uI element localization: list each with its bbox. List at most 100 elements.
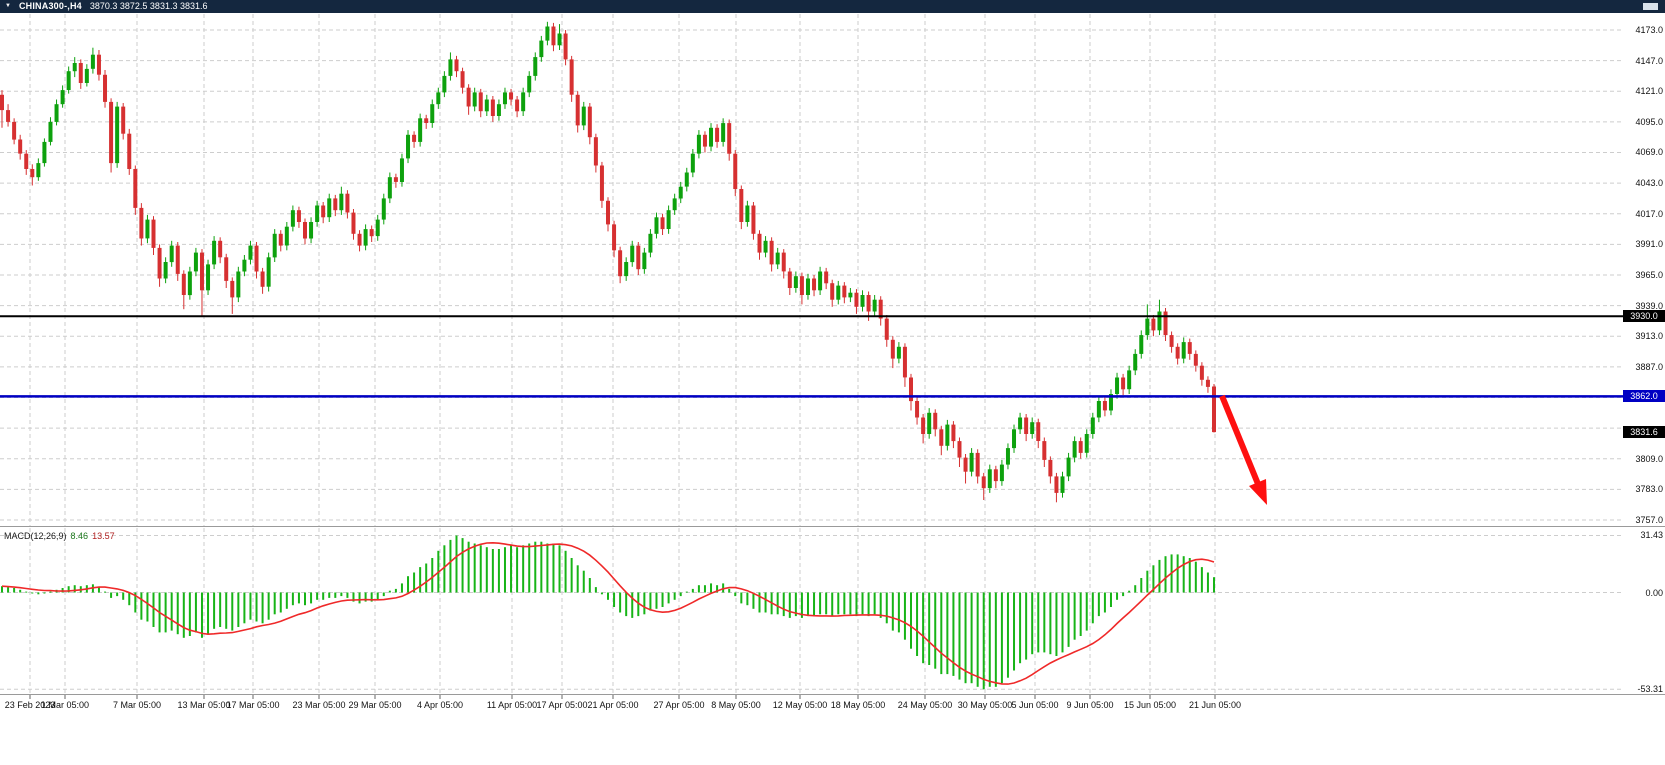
candle-body (909, 377, 913, 402)
price-tick-label: 3887.0 (1635, 361, 1663, 372)
candle-body (666, 210, 671, 229)
macd-bar (110, 592, 113, 598)
macd-bar (219, 592, 222, 627)
macd-bar (279, 592, 282, 613)
candle-body (333, 198, 338, 211)
candle-body (709, 127, 714, 147)
candle-body (254, 245, 259, 272)
candle-body (533, 57, 538, 76)
time-tick-label: 8 May 05:00 (711, 700, 761, 710)
candle-body (90, 54, 95, 69)
candle-body (539, 40, 544, 58)
down-arrow-annotation[interactable] (1219, 394, 1267, 505)
time-tick-label: 23 Mar 05:00 (292, 700, 346, 710)
candle-body (696, 134, 701, 154)
macd-label: MACD(12,26,9) 8.46 13.57 (4, 531, 115, 541)
candle-body (399, 158, 404, 182)
candle-body (1030, 422, 1035, 434)
macd-bar (643, 592, 646, 615)
candle-body (1102, 401, 1107, 411)
candle-body (593, 137, 598, 166)
candle-body (981, 476, 986, 489)
macd-bar (485, 547, 488, 593)
candle-body (509, 92, 514, 100)
macd-bar (497, 549, 500, 593)
price-tag-black-line: 3930.0 (1623, 310, 1665, 323)
candle-body (624, 262, 629, 277)
macd-bar (1206, 572, 1209, 593)
macd-bar (952, 592, 955, 676)
macd-bar (207, 592, 210, 635)
candle-body (769, 240, 774, 265)
time-tick-label: 17 Mar 05:00 (226, 700, 280, 710)
price-tick-label: 3991.0 (1635, 239, 1663, 250)
candle-body (1072, 441, 1077, 458)
arrowhead-icon (1249, 479, 1267, 505)
macd-bar (188, 592, 191, 636)
macd-bar (576, 565, 579, 593)
candle-body (745, 205, 750, 222)
candle-body (890, 339, 895, 359)
candle-body (848, 292, 853, 298)
macd-bar (776, 592, 779, 615)
candle-body (575, 94, 580, 126)
quote-ohlc: 3870.3 3872.5 3831.3 3831.6 (89, 1, 208, 11)
chart-dropdown-icon[interactable]: ▼ (5, 3, 11, 9)
candle-body (375, 219, 380, 237)
macd-bar (346, 592, 349, 598)
candle-body (502, 92, 507, 105)
macd-bar (146, 592, 149, 622)
macd-bar (13, 588, 16, 593)
macd-bar (61, 588, 64, 593)
macd-scale-label: 0.00 (1645, 587, 1663, 598)
candle-body (1090, 417, 1095, 434)
candle-body (242, 259, 247, 272)
candle-body (109, 101, 114, 164)
candle-body (569, 59, 574, 95)
candle-body (1054, 476, 1059, 493)
candle-body (1084, 434, 1089, 453)
candle-body (830, 283, 835, 300)
macd-bar (813, 592, 816, 617)
macd-bar (631, 592, 634, 618)
macd-bar (1097, 592, 1100, 617)
candle-body (266, 257, 271, 287)
candle-body (484, 99, 489, 112)
candle-body (933, 412, 938, 430)
candle-body (630, 245, 635, 263)
macd-bar (1049, 592, 1052, 655)
macd-bar (425, 563, 428, 593)
macd-bar (722, 583, 725, 593)
candle-body (193, 252, 198, 272)
candle-body (993, 469, 998, 482)
candle-body (642, 252, 647, 270)
macd-scale-label: -53.31 (1637, 684, 1663, 695)
macd-bar (964, 592, 967, 684)
price-tick-label: 3783.0 (1635, 484, 1663, 495)
window-controls[interactable] (1643, 3, 1658, 10)
macd-bar (1103, 592, 1106, 613)
macd-bar (728, 588, 731, 593)
candle-body (478, 92, 483, 112)
macd-bar (140, 592, 143, 620)
candle-body (763, 240, 768, 253)
candle-body (424, 118, 429, 123)
panel-separator-top[interactable] (0, 526, 1665, 527)
time-tick-label: 24 May 05:00 (897, 700, 953, 710)
macd-bar (716, 585, 719, 593)
candle-body (139, 207, 144, 239)
candle-body (854, 292, 859, 307)
macd-bar (740, 592, 743, 604)
candle-body (824, 271, 829, 284)
candle-body (224, 257, 229, 281)
macd-bar (231, 592, 234, 631)
panel-separator-bottom[interactable] (0, 694, 1665, 695)
macd-bar (940, 592, 943, 675)
candle-body (1048, 459, 1053, 477)
macd-bar (358, 592, 361, 604)
candle-body (315, 205, 320, 222)
macd-bar (1013, 592, 1016, 671)
macd-bar (758, 592, 761, 613)
time-tick-label: 4 Apr 05:00 (416, 700, 464, 710)
